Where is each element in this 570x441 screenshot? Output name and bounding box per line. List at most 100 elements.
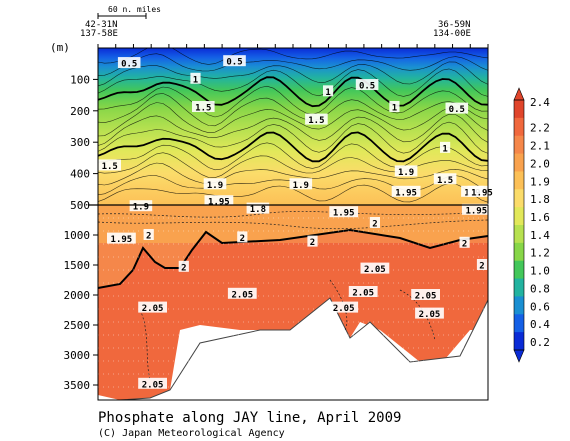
contour-label: 2.05 <box>364 265 386 275</box>
lower-contour-2.0 <box>97 228 489 289</box>
colorbar-label: 0.2 <box>530 336 550 349</box>
lower-contour-dotted <box>97 219 489 230</box>
contour-label-box <box>192 101 215 113</box>
upper-contour-line <box>98 131 488 163</box>
colorbar-label: 0.4 <box>530 318 550 331</box>
upper-contour-line <box>98 76 488 108</box>
contour-label-box <box>237 231 248 243</box>
chart-credit: (C) Japan Meteorological Agency <box>98 428 285 439</box>
y-axis: 100 200 300 400 500 1000 1500 2000 2500 3000 3500 <box>64 44 489 392</box>
chart-title: Phosphate along JAY line, April 2009 <box>98 410 402 426</box>
contour-label: 1.9 <box>293 181 309 191</box>
colorbar-arrow-bottom <box>513 349 525 363</box>
contour-label-box <box>329 301 359 313</box>
y-tick-label: 400 <box>70 168 90 181</box>
contour-label-box <box>227 287 257 299</box>
upper-contour-line <box>98 61 488 87</box>
contour-label: 1.95 <box>471 188 493 198</box>
lower-panel-field <box>98 205 488 243</box>
contour-label: 1.5 <box>195 104 211 114</box>
contour-label: 1 <box>325 88 330 98</box>
contour-label-box <box>394 165 418 177</box>
contour-label: 1.5 <box>102 162 118 172</box>
colorbar-label: 1.6 <box>530 211 550 224</box>
colorbar-label: 1.0 <box>530 265 550 278</box>
contour-label-box <box>355 79 379 91</box>
upper-contour-line <box>98 102 488 137</box>
colorbar-label: 1.8 <box>530 193 550 206</box>
y-tick-label: 2500 <box>64 319 91 332</box>
contour-label-box <box>289 178 313 190</box>
contour-label-box <box>440 141 451 153</box>
y-tick-label: 3500 <box>64 379 91 392</box>
colorbar-label: 1.2 <box>530 247 550 260</box>
colorbar-label: 0.8 <box>530 282 550 295</box>
y-tick-label: 200 <box>70 105 90 118</box>
lower-panel-deep-water <box>98 230 488 400</box>
contour-label-box <box>323 85 334 97</box>
upper-contour-labels: 0.5 0.5 0.5 0.5 1 1 1 1 1.5 1.5 1.5 1.5 1.9 1.9 1.9 1.9… <box>98 55 497 208</box>
colorbar-swatch <box>514 207 524 226</box>
y-tick-label: 100 <box>70 73 90 86</box>
contour-label-box <box>461 203 491 215</box>
lower-contour-lines <box>97 211 489 388</box>
seafloor-topography <box>119 297 489 401</box>
lower-contour-labels: 1.9 1.8 1.95 1.95 1.95 2 2 2 2 2 2 2.05 2.05 2.05 2.05… <box>107 200 491 390</box>
contour-label: 1.9 <box>207 181 223 191</box>
contour-label-box <box>305 113 328 125</box>
contour-label: 1.95 <box>111 235 133 245</box>
contour-label: 1 <box>193 75 198 85</box>
contour-label: 2.05 <box>352 289 374 299</box>
contour-label: 2 <box>146 232 151 242</box>
y-tick-label: 3000 <box>64 349 91 362</box>
contour-label-box <box>223 55 246 67</box>
start-station-lon: 137-58E <box>80 29 118 39</box>
contour-label: 1.8 <box>250 205 266 215</box>
contour-label-box <box>433 173 457 185</box>
contour-label-box <box>391 185 421 197</box>
colorbar-swatch <box>514 171 524 190</box>
contour-label-box <box>360 262 390 274</box>
contour-label-box <box>138 301 167 313</box>
contour-label: 1.5 <box>308 116 324 126</box>
y-tick-label: 2000 <box>64 289 91 302</box>
colorbar-swatch <box>514 117 524 137</box>
colorbar-swatch <box>514 332 524 351</box>
contour-label-box <box>190 72 201 84</box>
contour-label-box <box>389 101 400 113</box>
upper-contour-line <box>98 48 488 65</box>
contour-label: 2 <box>181 263 186 273</box>
contour-label-box <box>476 259 488 270</box>
lower-contour-dotted <box>399 289 436 341</box>
y-tick-label: 500 <box>70 199 90 212</box>
contour-label: 0.5 <box>226 58 242 68</box>
colorbar-frame <box>513 99 525 351</box>
contour-label-box <box>143 229 154 240</box>
upper-contour-line <box>98 113 488 146</box>
upper-contour-line <box>98 121 488 154</box>
colorbar-swatch <box>514 135 524 155</box>
contour-label: 1.95 <box>395 188 417 198</box>
colorbar-label: 2.2 <box>530 122 550 135</box>
upper-contour-line <box>98 152 488 179</box>
contour-label-box <box>307 235 318 247</box>
contour-label: 1 <box>442 144 447 154</box>
y-axis-label: (m) <box>50 41 70 54</box>
colorbar-label: 2.0 <box>530 157 550 170</box>
contour-label: 1.95 <box>333 209 355 219</box>
colorbar-label: 0.6 <box>530 300 550 313</box>
end-station-lon: 134-00E <box>433 29 471 39</box>
colorbar-label: 1.9 <box>530 175 550 188</box>
end-station-lat: 36-59N <box>438 20 471 30</box>
contour-label-box <box>178 260 189 272</box>
contour-label: 2 <box>310 238 315 248</box>
contour-label-box <box>459 236 470 248</box>
colorbar-swatch <box>514 314 524 333</box>
contour-label-box <box>204 195 234 207</box>
colorbar-swatch <box>514 189 524 208</box>
contour-label-box <box>117 57 141 69</box>
contour-label: 2 <box>462 239 467 249</box>
lower-panel: 1.9 1.8 1.95 1.95 1.95 2 2 2 2 2 2 2.05 2.05 2.05 2.05… <box>88 200 491 401</box>
colorbar-swatch <box>514 260 524 280</box>
